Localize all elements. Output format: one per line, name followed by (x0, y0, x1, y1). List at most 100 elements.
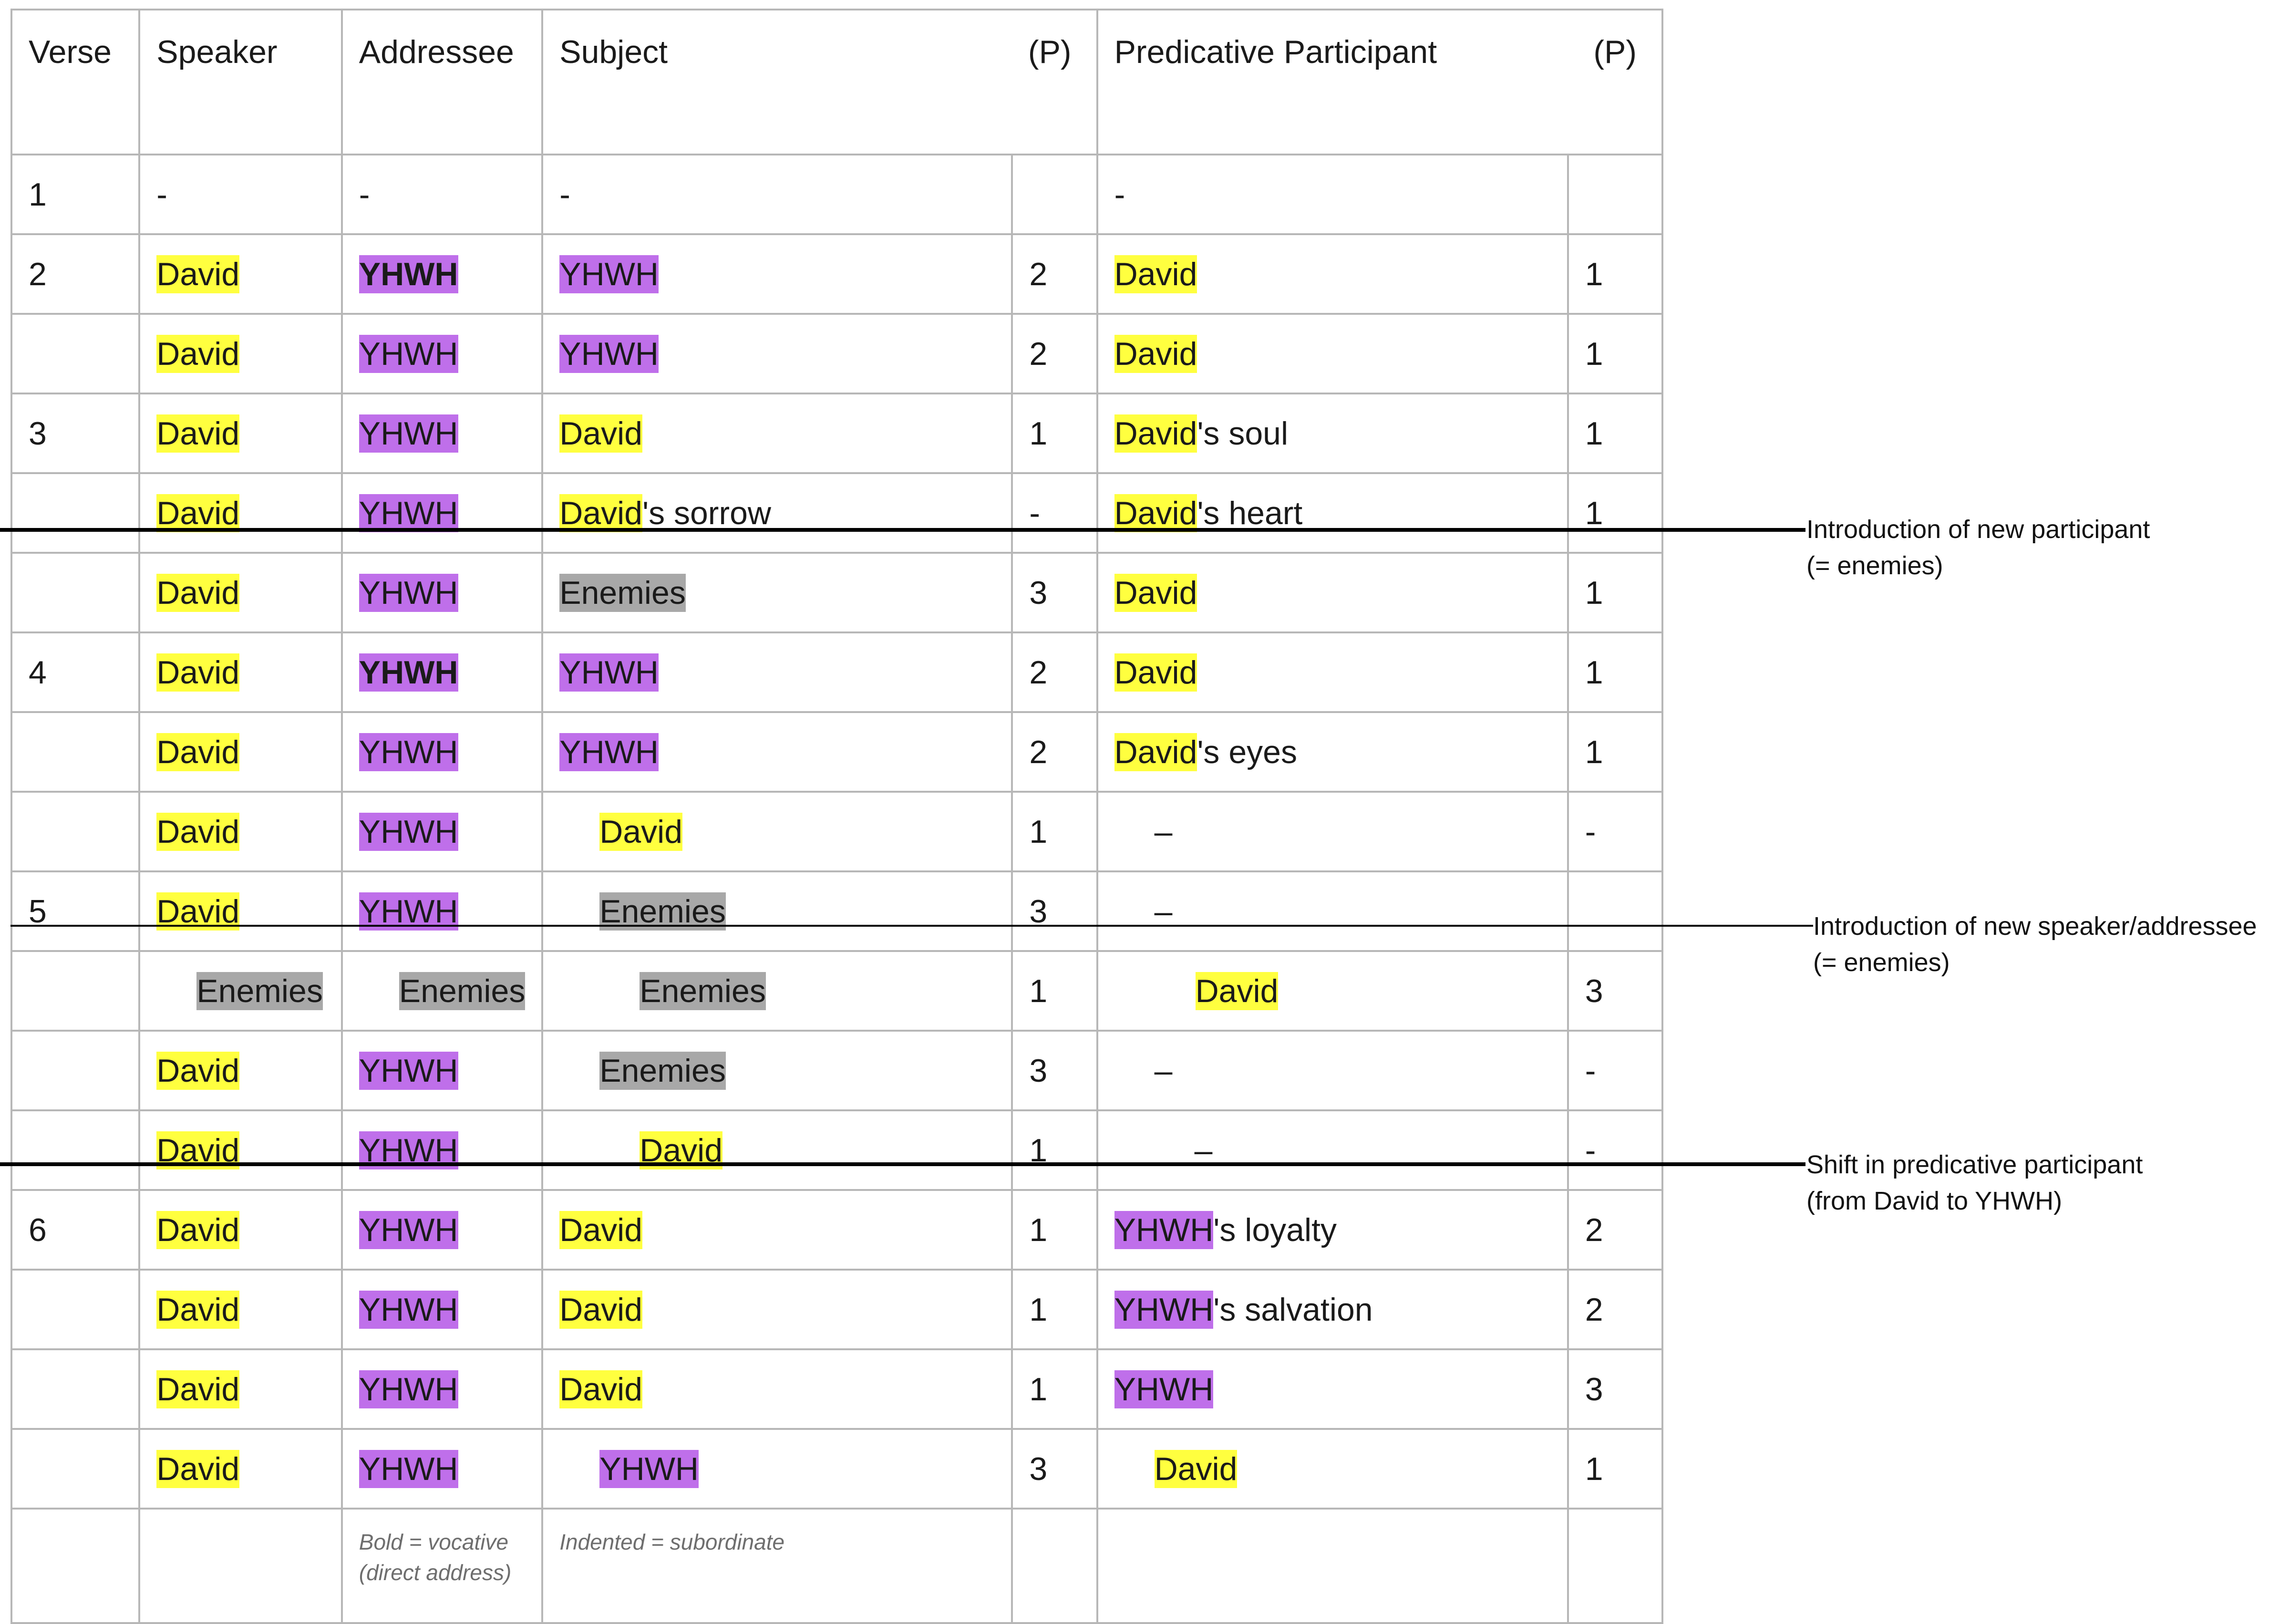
subject-person-cell: 3 (1011, 552, 1098, 633)
predicative-participant-cell: David's soul (1096, 393, 1569, 474)
participant-highlight: David (559, 494, 643, 532)
legend-empty (1567, 1508, 1664, 1624)
addressee-cell: YHWH (340, 1348, 544, 1430)
verse-cell (10, 791, 141, 872)
addressee-cell: YHWH (340, 313, 544, 394)
predicative-person-cell: 3 (1567, 950, 1664, 1032)
subject-cell: YHWH (541, 313, 1013, 394)
participant-highlight: YHWH (359, 653, 458, 692)
participant-highlight: YHWH (359, 892, 458, 931)
addressee-cell: YHWH (340, 711, 544, 793)
addressee-cell: YHWH (340, 1269, 544, 1350)
legend-vocative-note: Bold = vocative (direct address) (340, 1508, 544, 1624)
participant-highlight: David (1114, 573, 1197, 612)
header-speaker: Speaker (138, 9, 343, 155)
participant-highlight: David (156, 255, 240, 293)
subject-person-cell: 2 (1011, 711, 1098, 793)
participant-highlight: David (1114, 733, 1197, 771)
participant-highlight: David (559, 1210, 643, 1249)
subject-person-cell: 3 (1011, 1030, 1098, 1111)
verse-cell (10, 1348, 141, 1430)
speaker-cell: David (138, 1109, 343, 1191)
predicative-participant-cell: David (1096, 552, 1569, 633)
participant-highlight: David (599, 812, 683, 851)
subject-person-cell: 1 (1011, 1348, 1098, 1430)
speaker-cell: David (138, 552, 343, 633)
verse-cell (10, 552, 141, 633)
predicative-participant-cell: David's heart (1096, 472, 1569, 554)
speaker-cell: David (138, 1189, 343, 1271)
table-row: David YHWH YHWH 2 David 1 (10, 313, 1664, 394)
annotation-new-speaker: Introduction of new speaker/addressee (=… (1813, 912, 2257, 977)
participant-highlight: YHWH (359, 414, 458, 453)
header-subject: Subject (P) (541, 9, 1098, 155)
predicative-participant-cell: YHWH's loyalty (1096, 1189, 1569, 1271)
speaker-cell: David (138, 1348, 343, 1430)
participant-highlight: Enemies (640, 972, 766, 1010)
predicative-person-cell: - (1567, 1109, 1664, 1191)
predicative-participant-cell: – (1096, 870, 1569, 952)
predicative-participant-cell: David (1096, 313, 1569, 394)
verse-cell: 4 (10, 631, 141, 713)
table-row: Enemies Enemies Enemies 1 David 3 (10, 950, 1664, 1032)
verse-cell (10, 313, 141, 394)
speaker-cell: - (138, 154, 343, 235)
participant-highlight: David (559, 1370, 643, 1408)
speaker-cell: David (138, 393, 343, 474)
table-row: David YHWH YHWH 3 David 1 (10, 1428, 1664, 1510)
participant-highlight: David (156, 334, 240, 373)
participant-highlight: David (156, 414, 240, 453)
legend-row: Bold = vocative (direct address) Indente… (10, 1508, 1664, 1624)
participant-highlight: YHWH (359, 1210, 458, 1249)
subject-cell: David's sorrow (541, 472, 1013, 554)
participant-highlight: Enemies (399, 972, 526, 1010)
legend-empty (10, 1508, 141, 1624)
participant-highlight: YHWH (559, 653, 659, 692)
predicative-person-cell: 1 (1567, 313, 1664, 394)
predicative-person-cell: - (1567, 1030, 1664, 1111)
predicative-participant-cell: – (1096, 791, 1569, 872)
possessive-suffix: 's soul (1197, 415, 1289, 452)
subject-person-cell: 1 (1011, 1189, 1098, 1271)
predicative-person-cell (1567, 870, 1664, 952)
participant-highlight: David (1114, 255, 1197, 293)
participant-highlight: David (156, 573, 240, 612)
participant-highlight: David (156, 892, 240, 931)
participant-highlight: YHWH (359, 255, 458, 293)
addressee-cell: Enemies (340, 950, 544, 1032)
participant-highlight: Enemies (559, 573, 686, 612)
addressee-cell: YHWH (340, 1030, 544, 1111)
verse-cell (10, 1030, 141, 1111)
participant-highlight: YHWH (359, 494, 458, 532)
speaker-cell: David (138, 631, 343, 713)
subject-person-cell: 1 (1011, 1269, 1098, 1350)
addressee-cell: - (340, 154, 544, 235)
participant-highlight: David (1114, 494, 1197, 532)
speaker-cell: David (138, 472, 343, 554)
predicative-person-cell: 1 (1567, 472, 1664, 554)
predicative-person-cell: 1 (1567, 631, 1664, 713)
subject-person-cell: - (1011, 472, 1098, 554)
participant-highlight: YHWH (1114, 1290, 1214, 1329)
header-addressee: Addressee (340, 9, 544, 155)
participant-highlight: YHWH (359, 812, 458, 851)
subject-cell: David (541, 1189, 1013, 1271)
predicative-participant-cell: - (1096, 154, 1569, 235)
participant-highlight: YHWH (599, 1449, 699, 1488)
legend-subordinate-note: Indented = subordinate (541, 1508, 1013, 1624)
predicative-person-cell: 3 (1567, 1348, 1664, 1430)
addressee-cell: YHWH (340, 1189, 544, 1271)
predicative-participant-cell: YHWH (1096, 1348, 1569, 1430)
subject-cell: David (541, 1269, 1013, 1350)
participant-table: Verse Speaker Addressee Subject (P) Predi… (10, 9, 1664, 1624)
speaker-cell: David (138, 233, 343, 315)
table-row: David YHWH YHWH 2 David's eyes 1 (10, 711, 1664, 793)
participant-highlight: YHWH (359, 733, 458, 771)
possessive-suffix: 's sorrow (642, 495, 772, 531)
participant-highlight: David (1195, 972, 1279, 1010)
verse-cell: 2 (10, 233, 141, 315)
speaker-cell: David (138, 1030, 343, 1111)
table-row: David YHWH David 1– - (10, 1109, 1664, 1191)
subject-cell: - (541, 154, 1013, 235)
speaker-cell: David (138, 791, 343, 872)
